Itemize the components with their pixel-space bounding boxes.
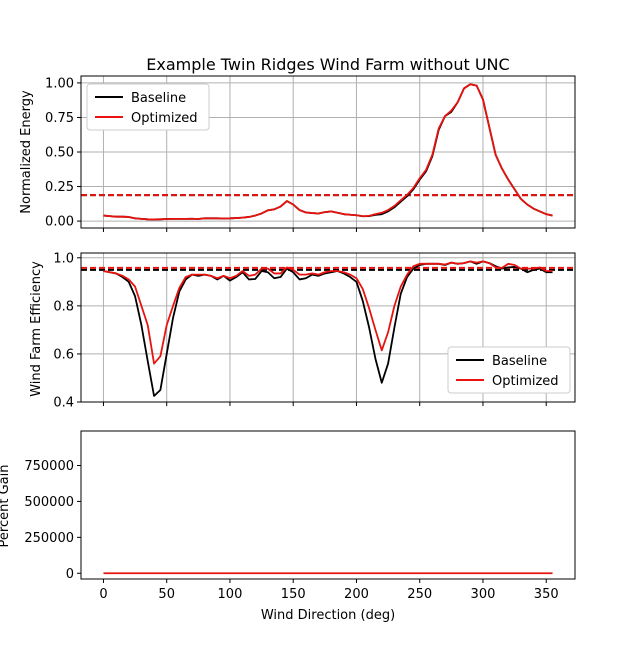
- energy-y-tick-label: 0.00: [45, 215, 74, 230]
- efficiency-legend-baseline-label: Baseline: [492, 354, 547, 369]
- efficiency-baseline-line: [103, 260, 553, 397]
- efficiency-axes-frame: [80, 252, 576, 403]
- energy-axes-frame: [80, 75, 576, 229]
- energy-y-ticks: 0.00 0.25 0.50 0.75 1.00: [45, 76, 81, 230]
- efficiency-x-ticks: [102, 402, 547, 406]
- energy-x-ticks: [102, 228, 547, 232]
- percent-gain-x-ticks: 0 50 100 150 200 250 300 350: [99, 579, 559, 602]
- energy-legend-box: [86, 83, 210, 131]
- efficiency-legend: Baseline Optimized: [447, 346, 571, 394]
- energy-y-tick-label: 0.50: [45, 146, 74, 161]
- efficiency-optimized-line: [103, 260, 553, 365]
- efficiency-y-tick-label: 0.6: [53, 347, 74, 362]
- efficiency-y-tick-label: 0.8: [53, 299, 74, 314]
- efficiency-ylabel: Wind Farm Efficiency: [29, 261, 44, 397]
- energy-legend-baseline-label: Baseline: [131, 91, 186, 106]
- energy-legend: Baseline Optimized: [86, 83, 210, 131]
- percent-gain-x-tick-label: 300: [471, 587, 496, 602]
- percent-gain-x-tick-label: 350: [534, 587, 559, 602]
- energy-y-tick-label: 0.25: [45, 180, 74, 195]
- energy-y-tick-label: 1.00: [45, 76, 74, 91]
- energy-y-tick-label: 0.75: [45, 111, 74, 126]
- percent-gain-x-tick-label: 250: [407, 587, 432, 602]
- percent-gain-y-ticks: 0 250000 500000 750000: [24, 459, 81, 582]
- efficiency-lines: [103, 260, 553, 397]
- energy-ylabel: Normalized Energy: [19, 90, 34, 214]
- energy-panel: Normalized Energy 0.00 0.25 0.50 0.75 1.00 B…: [19, 75, 576, 232]
- percent-gain-y-tick-label: 500000: [24, 495, 74, 510]
- energy-optimized-line: [103, 83, 553, 221]
- efficiency-y-tick-label: 1.0: [53, 251, 74, 266]
- figure-title: Example Twin Ridges Wind Farm without UN…: [146, 55, 509, 74]
- percent-gain-ylabel: Percent Gain: [0, 465, 12, 548]
- percent-gain-x-tick-label: 100: [218, 587, 243, 602]
- efficiency-panel: Wind Farm Efficiency 0.4 0.6 0.8 1.0 Baseli…: [29, 251, 576, 411]
- percent-gain-panel: Percent Gain 0 250000 500000 750000 0 50 100 1…: [0, 430, 576, 602]
- energy-legend-optimized-label: Optimized: [131, 111, 198, 126]
- percent-gain-x-tick-label: 0: [99, 587, 107, 602]
- percent-gain-x-tick-label: 150: [281, 587, 306, 602]
- efficiency-reference-lines: [81, 266, 575, 271]
- efficiency-y-ticks: 0.4 0.6 0.8 1.0: [53, 251, 81, 411]
- efficiency-legend-optimized-label: Optimized: [492, 374, 559, 389]
- efficiency-y-tick-label: 0.4: [53, 396, 74, 411]
- percent-gain-x-tick-label: 200: [344, 587, 369, 602]
- efficiency-legend-box: [447, 346, 571, 394]
- percent-gain-y-tick-label: 250000: [24, 531, 74, 546]
- energy-lines: [103, 83, 553, 221]
- percent-gain-y-tick-label: 750000: [24, 459, 74, 474]
- percent-gain-x-tick-label: 50: [158, 587, 175, 602]
- percent-gain-y-tick-label: 0: [66, 567, 74, 582]
- percent-gain-axes-frame: [80, 430, 576, 580]
- x-axis-label: Wind Direction (deg): [261, 608, 395, 623]
